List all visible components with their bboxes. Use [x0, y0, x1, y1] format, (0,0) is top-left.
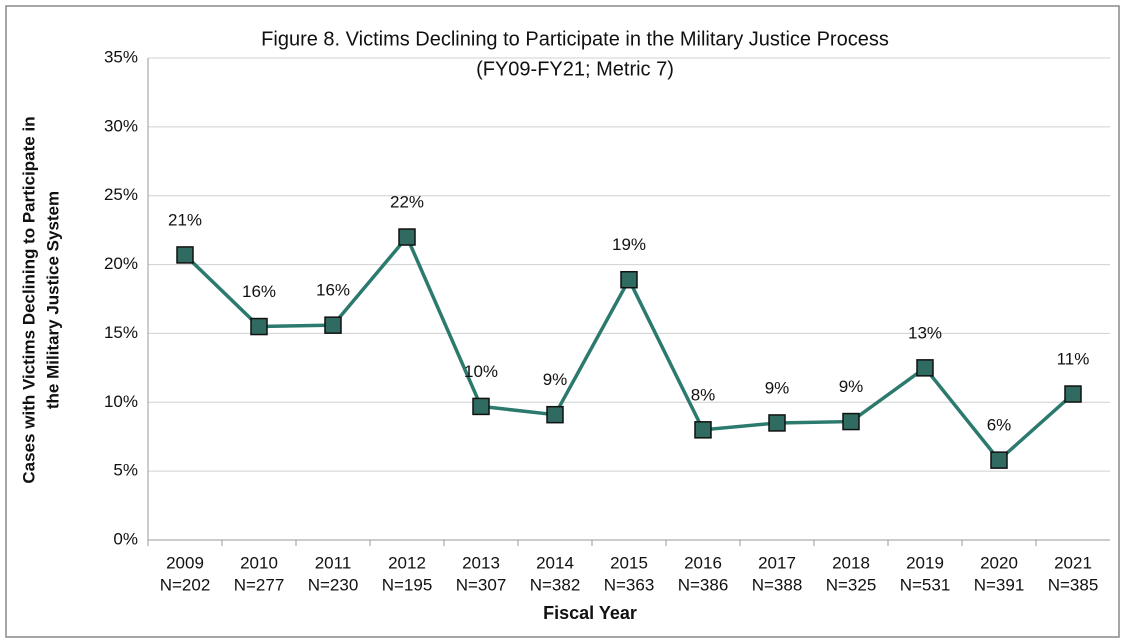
data-label: 11% [1057, 350, 1090, 369]
x-tick-label: 2012 [388, 553, 426, 572]
data-label: 6% [987, 416, 1012, 435]
marker [990, 451, 1008, 469]
x-axis-label: Fiscal Year [543, 603, 637, 623]
marker [398, 228, 416, 246]
x-tick-sublabel: N=325 [826, 575, 877, 594]
y-tick-label: 30% [104, 116, 138, 135]
frame [5, 5, 1120, 638]
x-tick-sublabel: N=382 [530, 575, 581, 594]
data-label: 13% [908, 323, 942, 342]
marker [324, 316, 342, 334]
x-tick-label: 2016 [684, 553, 722, 572]
x-tick-sublabel: N=277 [234, 575, 285, 594]
marker [768, 414, 786, 432]
x-tick-sublabel: N=230 [308, 575, 359, 594]
marker [842, 412, 860, 431]
x-tick-label: 2014 [536, 553, 574, 572]
data-label: 16% [316, 281, 350, 300]
marker [916, 359, 934, 377]
y-tick-label: 25% [104, 185, 138, 204]
marker [620, 270, 638, 289]
x-tick-sublabel: N=195 [382, 575, 433, 594]
x-tick-label: 2020 [980, 553, 1018, 572]
marker [250, 317, 268, 336]
marker [1064, 385, 1082, 403]
data-label: 16% [242, 282, 276, 301]
y-tick-label: 5% [113, 461, 138, 480]
data-label: 10% [464, 362, 498, 381]
x-tick-sublabel: N=531 [900, 575, 951, 594]
x-tick-label: 2019 [906, 553, 944, 572]
marker [472, 397, 490, 416]
x-tick-sublabel: N=307 [456, 575, 507, 594]
data-label: 9% [765, 378, 790, 397]
y-tick-label: 20% [104, 254, 138, 273]
data-label: 9% [543, 370, 568, 389]
x-tick-sublabel: N=385 [1048, 575, 1099, 594]
x-tick-label: 2009 [166, 553, 204, 572]
data-label: 19% [612, 235, 646, 254]
data-label: 21% [168, 210, 202, 229]
x-tick-label: 2015 [610, 553, 648, 572]
x-tick-label: 2017 [758, 553, 796, 572]
x-tick-label: 2021 [1054, 553, 1092, 572]
y-tick-label: 0% [113, 529, 138, 548]
x-tick-sublabel: N=386 [678, 575, 729, 594]
x-tick-label: 2013 [462, 553, 500, 572]
chart-subtitle: (FY09-FY21; Metric 7) [476, 58, 674, 80]
x-tick-label: 2011 [315, 553, 352, 572]
data-label: 9% [839, 377, 864, 396]
y-tick-label: 15% [104, 323, 138, 342]
x-tick-sublabel: N=202 [160, 575, 211, 594]
x-tick-label: 2018 [832, 553, 870, 572]
x-tick-sublabel: N=391 [974, 575, 1025, 594]
x-tick-label: 2010 [240, 553, 278, 572]
y-axis-label: Cases with Victims Declining to Particip… [19, 116, 38, 483]
marker [694, 421, 712, 439]
marker [546, 405, 564, 424]
x-tick-sublabel: N=363 [604, 575, 655, 594]
y-axis-label: the Military Justice System [43, 191, 62, 409]
x-tick-sublabel: N=388 [752, 575, 803, 594]
y-tick-label: 10% [104, 392, 138, 411]
data-label: 8% [691, 385, 716, 404]
chart-title: Figure 8. Victims Declining to Participa… [261, 28, 889, 50]
data-label: 22% [390, 193, 424, 212]
y-tick-label: 35% [104, 47, 138, 66]
marker [176, 246, 194, 264]
